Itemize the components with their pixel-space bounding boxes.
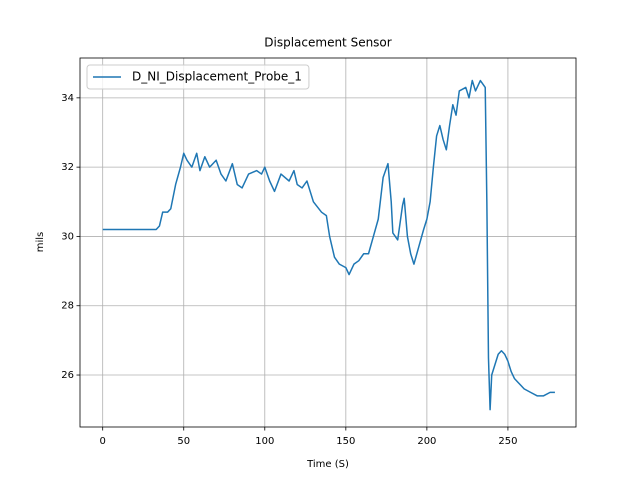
- x-tick-label: 250: [498, 436, 517, 447]
- legend-label: D_NI_Displacement_Probe_1: [132, 70, 302, 84]
- y-tick-label: 28: [61, 301, 74, 312]
- y-tick-label: 30: [61, 231, 74, 242]
- data-line: [102, 79, 555, 411]
- x-axis-label: Time (S): [306, 459, 349, 470]
- plot-frame: [79, 57, 577, 428]
- legend-box: [86, 64, 310, 90]
- chart-title: Displacement Sensor: [264, 36, 392, 50]
- y-tick-label: 32: [61, 162, 74, 173]
- x-tick-label: 200: [417, 436, 436, 447]
- y-axis-label: mils: [35, 232, 46, 253]
- legend: D_NI_Displacement_Probe_1: [86, 64, 310, 90]
- x-tick-label: 150: [336, 436, 355, 447]
- x-tick-label: 100: [255, 436, 274, 447]
- y-tick-label: 34: [61, 93, 74, 104]
- x-tick-label: 50: [177, 436, 190, 447]
- x-tick-label: 0: [100, 436, 106, 447]
- y-tick-label: 26: [61, 370, 74, 381]
